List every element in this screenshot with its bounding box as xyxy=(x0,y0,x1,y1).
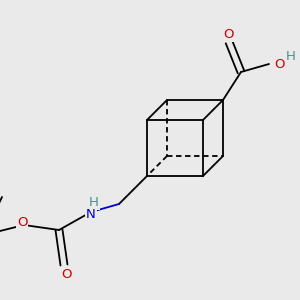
Text: O: O xyxy=(61,268,71,281)
Text: H: H xyxy=(286,50,296,62)
Text: H: H xyxy=(89,196,99,208)
Text: O: O xyxy=(224,28,234,40)
Text: N: N xyxy=(86,208,96,220)
Text: O: O xyxy=(274,58,284,71)
Text: O: O xyxy=(17,217,27,230)
